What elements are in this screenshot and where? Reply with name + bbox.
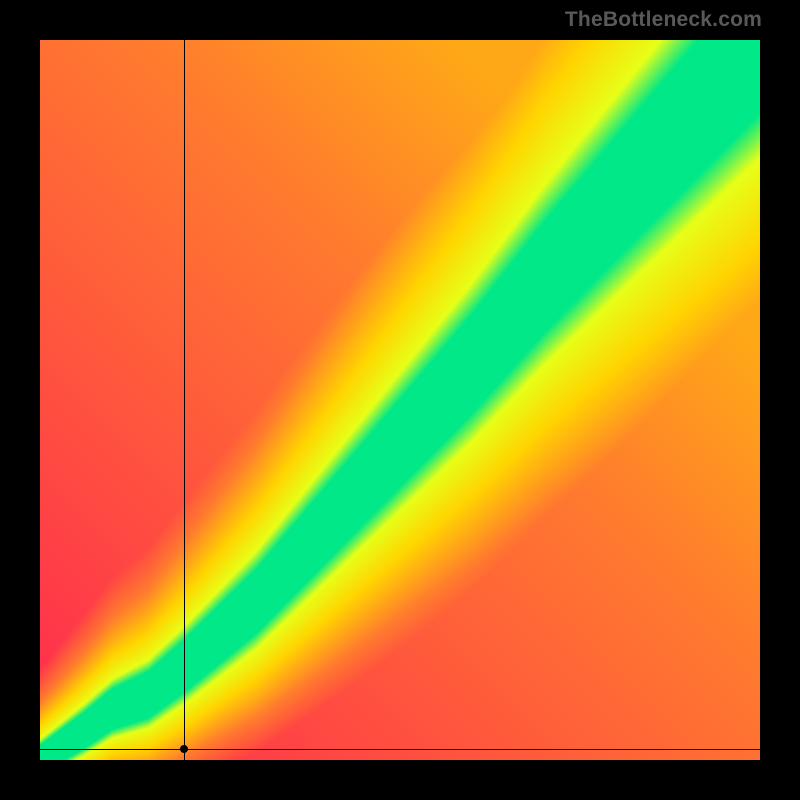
watermark-text: TheBottleneck.com (565, 8, 762, 32)
plot-area (40, 40, 760, 760)
chart-frame: TheBottleneck.com (0, 0, 800, 800)
heatmap-canvas (40, 40, 760, 760)
